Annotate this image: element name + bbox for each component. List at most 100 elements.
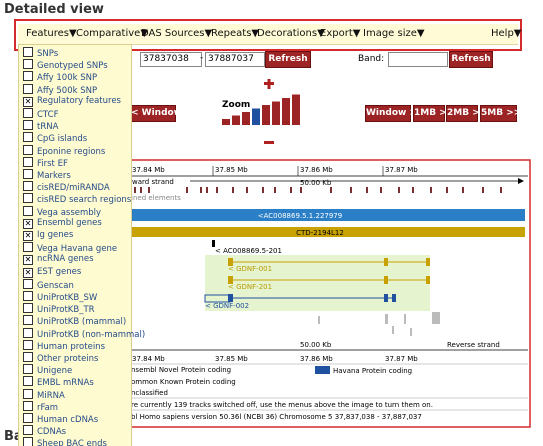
checkbox[interactable] [23,339,33,350]
nav-button[interactable]: 5MB >> [480,105,521,122]
checkbox[interactable] [23,376,33,387]
checkbox[interactable] [23,120,33,131]
feature-option[interactable]: UniProtKB (non-mammal) [23,327,146,340]
checkbox[interactable]: ✕ [23,231,33,241]
legend-label: ommon Known Protein coding [131,378,236,386]
checkbox[interactable] [23,291,33,301]
menu-item[interactable]: Image size▼ [363,28,425,39]
option-label: UniProtKB (non-mammal) [37,329,146,340]
nav-button[interactable]: 1MB > [413,105,447,122]
feature-option[interactable]: CTCF [23,108,58,120]
info-text: re currently 139 tracks switched off, us… [131,401,433,409]
feature-option[interactable]: Genscan [23,278,74,291]
feature-option[interactable]: UniProtKB (mammal) [23,315,126,327]
feature-option[interactable]: ✕ EST genes [23,267,81,279]
feature-option[interactable]: ✕ ncRNA genes [23,254,94,266]
checkbox[interactable] [23,327,33,338]
menu-item[interactable]: Features▼ [26,28,77,39]
checkbox[interactable] [23,169,33,179]
nav-button[interactable]: Window > [365,105,417,122]
feature-option[interactable]: CDNAs [23,425,66,437]
checkbox[interactable] [23,156,33,167]
feature-mark [366,187,368,193]
checkbox[interactable] [23,364,33,375]
option-label: CTCF [37,110,59,120]
feature-option[interactable]: Markers [23,169,71,181]
feature-option[interactable]: Eponine regions [23,144,105,157]
feature-mark [134,187,136,193]
feature-option[interactable]: Vega assembly [23,205,101,218]
checkbox[interactable] [23,71,33,82]
checkbox[interactable] [23,108,33,118]
help-menu[interactable]: Help▼ [491,28,522,39]
zoom-widget[interactable] [264,79,274,144]
menu-item[interactable]: Export▼ [320,28,361,39]
option-label: SNPs [37,49,59,59]
checkbox[interactable]: ✕ [23,255,33,266]
checkbox[interactable] [23,242,33,253]
checkbox[interactable]: ✕ [23,267,33,278]
zoom-level [222,119,230,125]
feature-option[interactable]: SNPs [23,47,58,59]
checkbox[interactable] [23,303,33,314]
checkbox[interactable] [23,47,33,57]
feature-option[interactable]: Human proteins [23,339,105,352]
feature-mark [262,187,264,193]
feature-option[interactable]: cisRED search regions [23,193,131,205]
scale-label: 37.84 Mb [132,166,165,174]
checkbox[interactable] [23,400,33,411]
checkbox[interactable] [23,193,33,204]
feature-option[interactable]: UniProtKB_TR [23,303,95,315]
feature-option[interactable]: tRNA [23,120,58,132]
refresh-button[interactable]: Refresh [449,51,493,68]
checkbox[interactable]: ✕ [23,218,33,229]
feature-option[interactable]: ✕ Regulatory features [23,96,121,108]
start-input[interactable]: 37837038 [140,52,202,67]
menu-item[interactable]: Comparative▼ [76,28,149,39]
checkbox[interactable] [23,437,33,446]
feature-option[interactable]: Human cDNAs [23,413,98,425]
feature-option[interactable]: Unigene [23,364,72,376]
checkbox[interactable]: ✕ [23,96,33,107]
feature-option[interactable]: Other proteins [23,352,98,364]
feature-option[interactable]: Vega Havana gene [23,242,117,254]
checkbox[interactable] [23,425,33,436]
zoom-level [272,101,280,125]
checkbox[interactable] [23,413,33,423]
checkbox[interactable] [23,315,33,326]
menu-item[interactable]: DAS Sources▼ [141,28,213,39]
feature-option[interactable]: First EF [23,156,68,169]
feature-mark [290,187,292,193]
checkbox[interactable] [23,205,33,216]
refresh-button[interactable]: Refresh [265,51,311,68]
checkbox[interactable] [23,388,33,399]
zoom-level [252,108,260,125]
band-input[interactable] [388,52,448,67]
feature-mark [200,187,202,193]
feature-option[interactable]: CpG islands [23,132,87,144]
checkbox[interactable] [23,59,33,70]
feature-option[interactable]: ✕ Ig genes [23,230,73,242]
option-label: Markers [37,171,71,181]
menu-item[interactable]: Decorations▼ [257,28,325,39]
end-input[interactable]: 37887037 [205,52,265,67]
menu-item[interactable]: Repeats▼ [211,28,260,39]
feature-option[interactable]: ✕ Ensembl genes [23,218,102,230]
nav-button[interactable]: < Window [130,105,182,122]
checkbox[interactable] [23,352,33,362]
feature-option[interactable]: EMBL mRNAs [23,376,94,388]
checkbox[interactable] [23,181,33,192]
feature-option[interactable]: Sheep BAC ends [23,437,107,446]
feature-option[interactable]: cisRED/miRANDA [23,181,110,193]
checkbox[interactable] [23,278,33,289]
nav-button[interactable]: 2MB > [446,105,480,122]
checkbox[interactable] [23,132,33,143]
feature-option[interactable]: Affy 100k SNP [23,71,97,83]
feature-option[interactable]: rFam [23,400,58,413]
feature-option[interactable]: Genotyped SNPs [23,59,108,71]
checkbox[interactable] [23,83,33,94]
feature-option[interactable]: UniProtKB_SW [23,291,97,303]
checkbox[interactable] [23,144,33,155]
feature-option[interactable]: Affy 500k SNP [23,83,97,96]
feature-option[interactable]: MiRNA [23,388,65,401]
